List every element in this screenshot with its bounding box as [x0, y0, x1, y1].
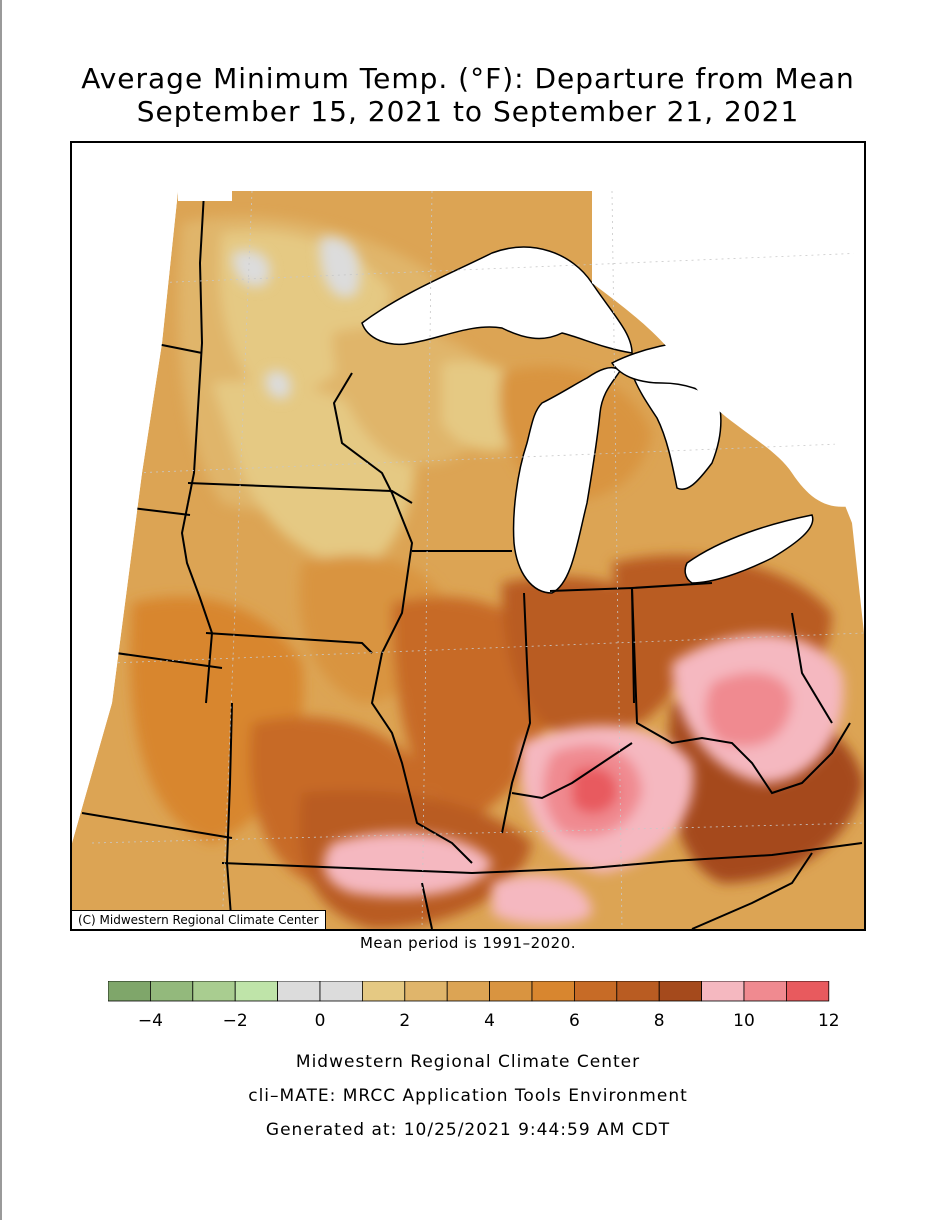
colorbar-bin	[573, 981, 618, 1002]
field-gray-nw-mn	[232, 250, 271, 287]
colorbar-tick-label: 10	[733, 1011, 755, 1031]
title-line-1: Average Minimum Temp. (°F): Departure fr…	[81, 62, 855, 95]
great-lakes	[361, 246, 814, 594]
map-panel: (C) Midwestern Regional Climate Center	[70, 141, 866, 931]
colorbar-bin	[616, 981, 660, 1002]
colorbar-tick-label: −2	[223, 1011, 248, 1031]
colorbar-bin	[701, 981, 745, 1002]
colorbar-tick-label: 2	[399, 1011, 410, 1031]
lake-erie	[684, 514, 814, 584]
field-gray-n-mn	[319, 236, 361, 298]
border-il-in	[501, 592, 532, 834]
field-gray-c-mn	[265, 371, 291, 399]
border-ia-ne	[180, 502, 214, 704]
field-pink-tennessee	[492, 874, 592, 925]
mean-period-note: Mean period is 1991–2020.	[359, 934, 577, 952]
border-ohio-river-east	[631, 587, 851, 795]
colorbar-bin	[658, 981, 703, 1002]
border-oh-wv	[791, 612, 833, 724]
map-top-gap	[178, 191, 232, 201]
state-boundaries	[81, 192, 863, 929]
map-copyright: (C) Midwestern Regional Climate Center	[72, 910, 326, 929]
colorbar-tick-label: 6	[569, 1011, 580, 1031]
border-oh-mi	[631, 582, 713, 589]
field-max-kentucky	[572, 767, 618, 814]
colorbar-bin	[743, 981, 787, 1002]
colorbar-bin	[404, 981, 448, 1002]
map-svg	[72, 143, 864, 929]
border-ne-ks	[101, 650, 223, 669]
lake-michigan	[512, 366, 621, 594]
border-ar-mo	[421, 882, 433, 929]
page-edge-rule	[0, 0, 2, 1220]
graticule	[91, 190, 864, 929]
colorbar-bin	[108, 981, 151, 1002]
footer-line-1: Midwestern Regional Climate Center	[295, 1052, 641, 1072]
colorbar-bin	[446, 981, 491, 1002]
colorbar-bin	[786, 981, 830, 1002]
border-ks-ok	[81, 812, 233, 839]
title-line-2: September 15, 2021 to September 21, 2021	[136, 95, 800, 128]
border-ky-tn	[221, 842, 863, 875]
canada-region	[592, 191, 864, 507]
border-mississippi-river	[332, 372, 473, 864]
border-sd-ne	[131, 507, 191, 516]
colorbar-bin	[361, 981, 406, 1002]
colorbar-bin	[192, 981, 236, 1002]
colorbar-bin	[489, 981, 533, 1002]
field-red-ohio	[705, 672, 792, 747]
map-outside-east	[832, 143, 864, 633]
border-ia-mo	[205, 632, 373, 654]
colorbar-tick-label: 4	[484, 1011, 495, 1031]
map-outside-projection	[72, 143, 178, 843]
map-outside-north	[72, 143, 864, 191]
colorbar-bins	[108, 981, 830, 1002]
map-title: Average Minimum Temp. (°F): Departure fr…	[0, 62, 936, 128]
colorbar-bin	[531, 981, 575, 1002]
colorbar: −4 −2 0 2 4 6 8 10 12	[108, 981, 840, 1031]
colorbar-bin	[277, 981, 321, 1002]
colorbar-bin	[150, 981, 194, 1002]
border-ohio-river-west	[511, 742, 633, 800]
field-pink-missouri-bootheel	[323, 832, 492, 897]
colorbar-ticks: −4 −2 0 2 4 6 8 10 12	[138, 1011, 840, 1031]
footer-line-3: Generated at: 10/25/2021 9:44:59 AM CDT	[265, 1120, 671, 1140]
colorbar-tick-label: 12	[818, 1011, 840, 1031]
colorbar-bin	[234, 981, 278, 1002]
border-tn-nc	[691, 852, 813, 929]
colorbar-tick-label: 8	[654, 1011, 665, 1031]
border-mo-ks	[225, 702, 233, 929]
colorbar-tick-label: 0	[315, 1011, 326, 1031]
colorbar-bin	[319, 981, 363, 1002]
lake-superior	[361, 246, 633, 354]
footer-line-2: cli–MATE: MRCC Application Tools Environ…	[248, 1086, 688, 1106]
colorbar-tick-label: −4	[138, 1011, 163, 1031]
